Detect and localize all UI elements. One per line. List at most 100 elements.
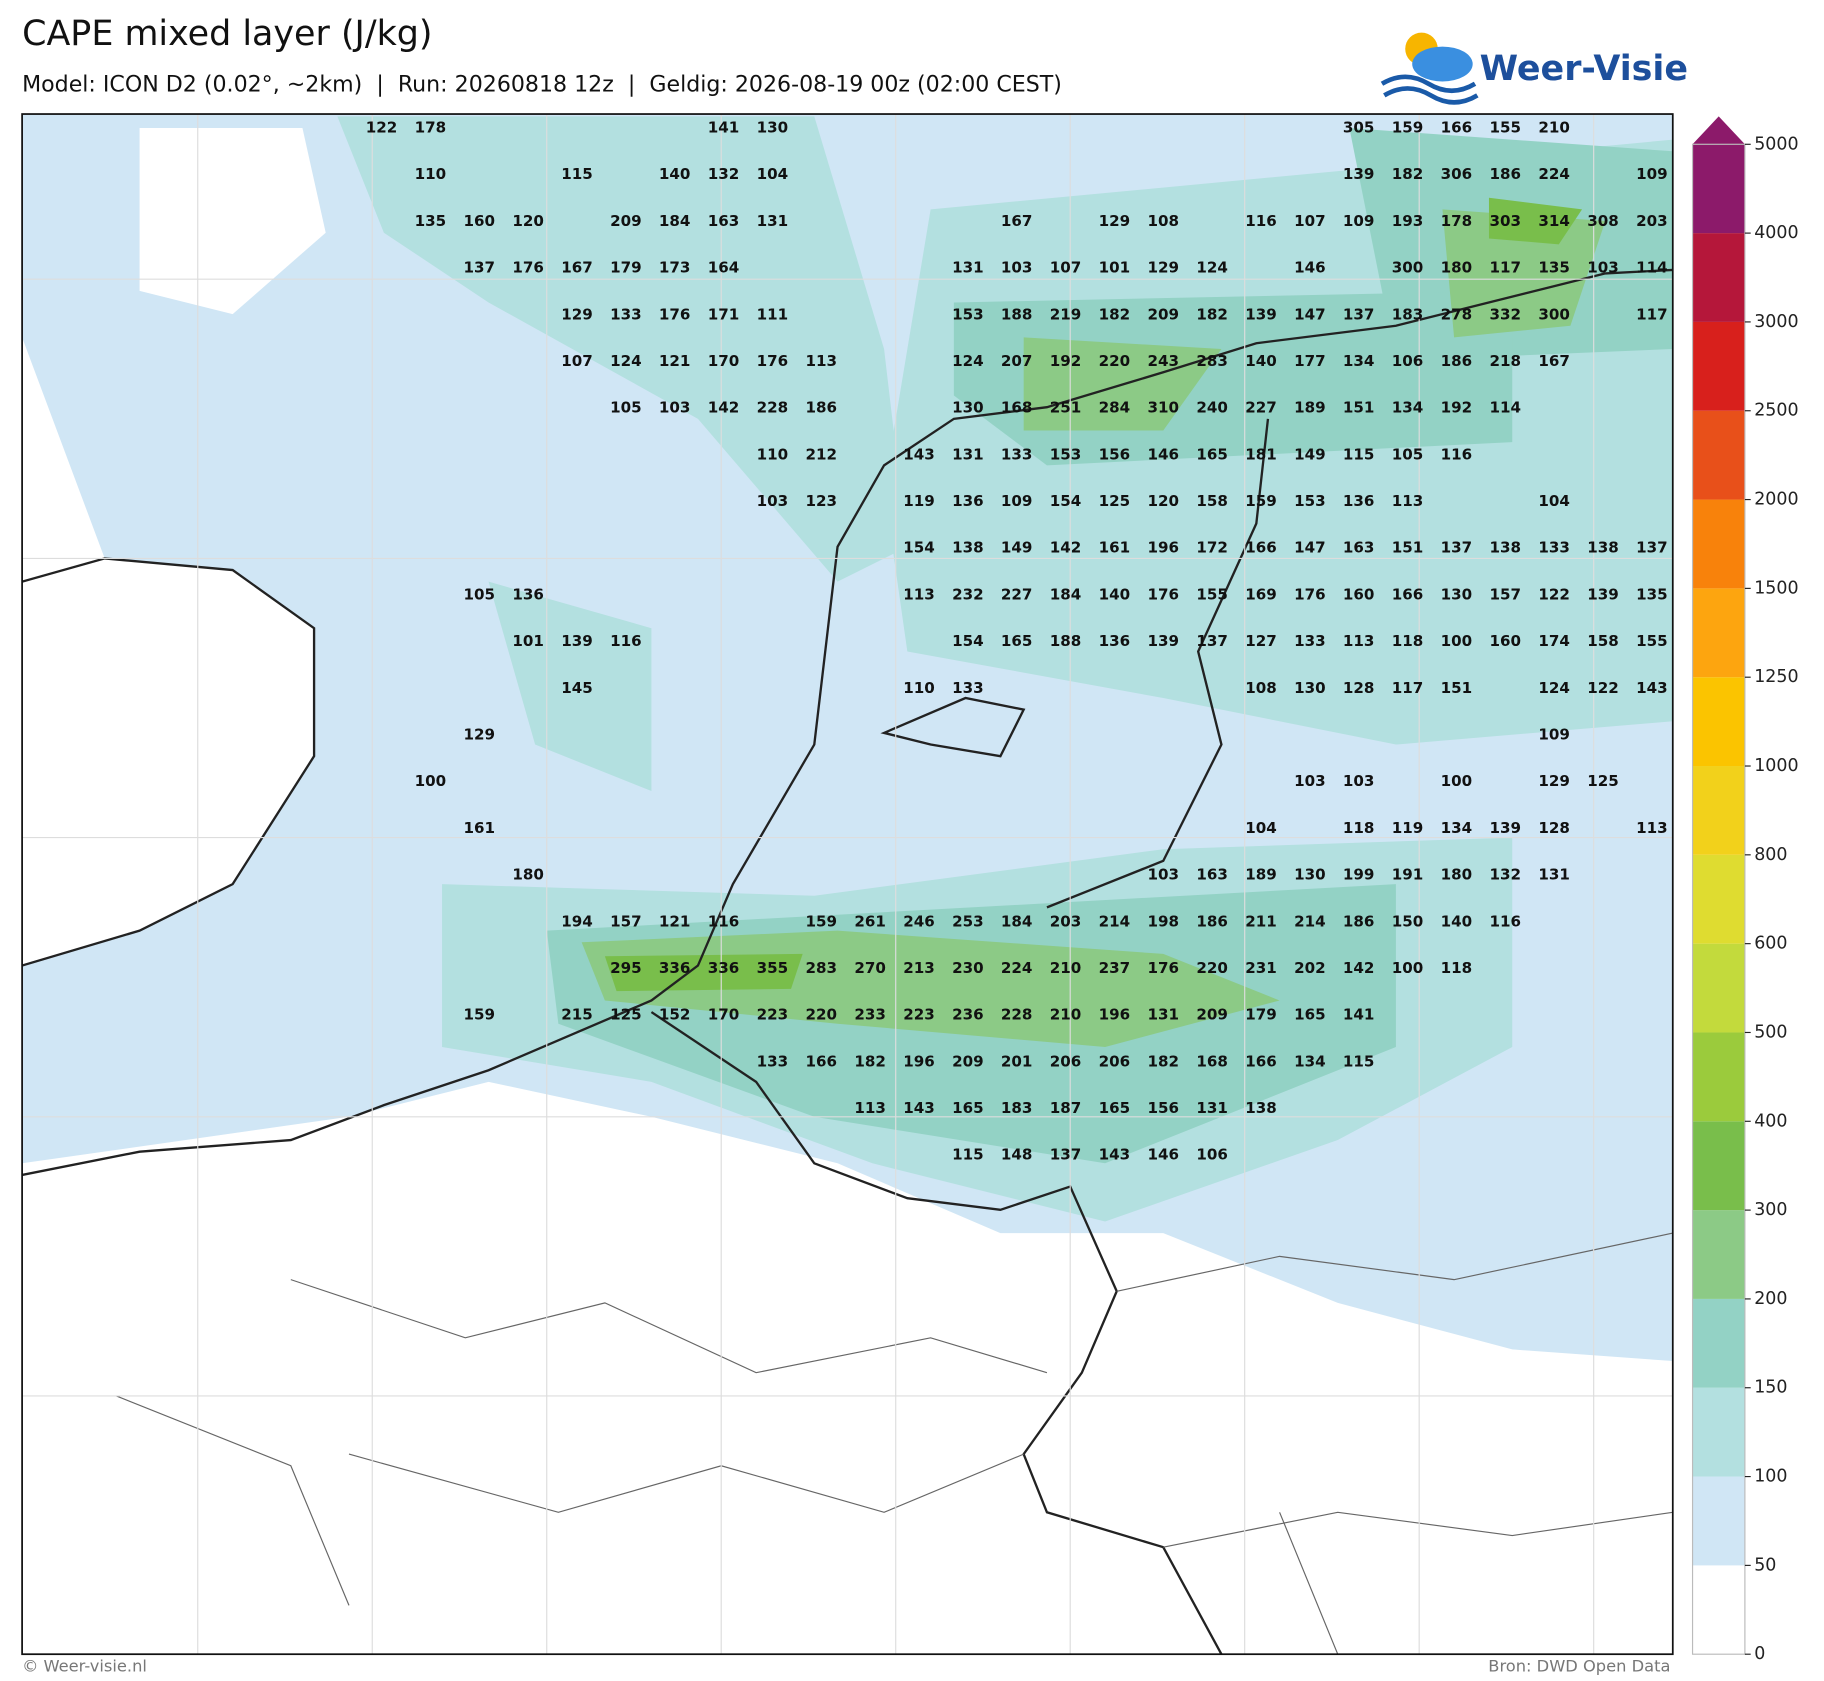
colorbar-tick-label: 1250 bbox=[1754, 667, 1798, 687]
cape-label: 214 bbox=[1294, 912, 1326, 930]
cape-label: 209 bbox=[952, 1052, 984, 1070]
cape-label: 150 bbox=[1392, 912, 1424, 930]
colorbar-tick-label: 5000 bbox=[1754, 134, 1798, 154]
cape-label: 113 bbox=[805, 352, 837, 370]
cape-label: 101 bbox=[1099, 259, 1131, 277]
cape-label: 143 bbox=[903, 445, 935, 463]
cape-label: 125 bbox=[1587, 772, 1619, 790]
cape-label: 148 bbox=[1001, 1146, 1033, 1164]
cape-label: 141 bbox=[708, 119, 740, 137]
cape-label: 138 bbox=[1245, 1099, 1277, 1117]
cape-label: 160 bbox=[1489, 632, 1521, 650]
cape-label: 143 bbox=[1099, 1146, 1131, 1164]
field-100 bbox=[488, 581, 652, 792]
cape-label: 284 bbox=[1099, 399, 1131, 417]
cape-label: 198 bbox=[1147, 912, 1179, 930]
cape-label: 177 bbox=[1294, 352, 1326, 370]
colorbar-tick-label: 300 bbox=[1754, 1200, 1787, 1220]
colorbar-segment bbox=[1692, 1476, 1745, 1566]
cape-label: 183 bbox=[1001, 1099, 1033, 1117]
cape-label: 137 bbox=[463, 259, 495, 277]
cape-label: 211 bbox=[1245, 912, 1277, 930]
cape-label: 138 bbox=[952, 539, 984, 557]
cape-label: 110 bbox=[415, 165, 447, 183]
cape-label: 132 bbox=[708, 165, 740, 183]
cape-label: 182 bbox=[1392, 165, 1424, 183]
cape-label: 300 bbox=[1392, 259, 1424, 277]
cape-label: 161 bbox=[463, 819, 495, 837]
title: CAPE mixed layer (J/kg) bbox=[22, 14, 432, 54]
cape-label: 215 bbox=[561, 1006, 593, 1024]
cape-label: 134 bbox=[1343, 352, 1375, 370]
cape-labels: 122 178 141 130 305 159 166 155 210 110 115 140 132 1… bbox=[366, 119, 1668, 1164]
field-300 bbox=[604, 953, 803, 992]
colorbar-tick-label: 50 bbox=[1754, 1555, 1776, 1575]
cape-label: 100 bbox=[415, 772, 447, 790]
cape-label: 194 bbox=[561, 912, 593, 930]
cape-label: 188 bbox=[1050, 632, 1082, 650]
cape-label: 187 bbox=[1050, 1099, 1082, 1117]
cape-label: 199 bbox=[1343, 866, 1375, 884]
colorbar-segment bbox=[1692, 233, 1745, 322]
cape-label: 202 bbox=[1294, 959, 1326, 977]
cape-label: 295 bbox=[610, 959, 642, 977]
cape-label: 138 bbox=[1587, 539, 1619, 557]
colorbar-frame bbox=[1691, 143, 1746, 1655]
footer-right: Bron: DWD Open Data bbox=[1488, 1657, 1670, 1676]
cape-label: 230 bbox=[952, 959, 984, 977]
cape-label: 203 bbox=[1636, 212, 1668, 230]
cape-label: 116 bbox=[1245, 212, 1277, 230]
cape-label: 227 bbox=[1001, 585, 1033, 603]
cape-label: 155 bbox=[1636, 632, 1668, 650]
cape-label: 124 bbox=[610, 352, 642, 370]
colorbar-tick-label: 3000 bbox=[1754, 312, 1798, 332]
cape-label: 136 bbox=[512, 585, 544, 603]
cape-label: 147 bbox=[1294, 305, 1326, 323]
colorbar-tick-label: 400 bbox=[1754, 1111, 1787, 1131]
cape-label: 236 bbox=[952, 1006, 984, 1024]
cape-label: 110 bbox=[757, 445, 789, 463]
cape-label: 165 bbox=[952, 1099, 984, 1117]
cape-label: 140 bbox=[1441, 912, 1473, 930]
cape-label: 114 bbox=[1489, 399, 1521, 417]
cape-label: 196 bbox=[1099, 1006, 1131, 1024]
cape-label: 103 bbox=[1343, 772, 1375, 790]
cape-label: 105 bbox=[1392, 445, 1424, 463]
cape-label: 166 bbox=[1245, 1052, 1277, 1070]
cape-label: 186 bbox=[1343, 912, 1375, 930]
england-land bbox=[22, 337, 315, 966]
cape-label: 101 bbox=[512, 632, 544, 650]
cape-label: 163 bbox=[1343, 539, 1375, 557]
cape-label: 129 bbox=[561, 305, 593, 323]
cape-label: 155 bbox=[1489, 119, 1521, 137]
cape-label: 107 bbox=[561, 352, 593, 370]
colorbar-tick-label: 800 bbox=[1754, 845, 1787, 865]
cape-label: 156 bbox=[1147, 1099, 1179, 1117]
cape-label: 129 bbox=[1538, 772, 1570, 790]
cape-label: 116 bbox=[1441, 445, 1473, 463]
cape-label: 104 bbox=[1538, 492, 1570, 510]
cape-label: 182 bbox=[1099, 305, 1131, 323]
cape-label: 213 bbox=[903, 959, 935, 977]
logo-waves bbox=[1380, 74, 1479, 105]
colorbar-tick-label: 500 bbox=[1754, 1022, 1787, 1042]
cape-label: 170 bbox=[708, 352, 740, 370]
colorbar-tick-label: 1000 bbox=[1754, 756, 1798, 776]
cape-label: 283 bbox=[1196, 352, 1228, 370]
field-300 bbox=[1488, 197, 1583, 245]
cape-label: 191 bbox=[1392, 866, 1424, 884]
cape-label: 131 bbox=[757, 212, 789, 230]
cape-label: 105 bbox=[463, 585, 495, 603]
coast-continent bbox=[22, 268, 1673, 1177]
cape-label: 189 bbox=[1294, 399, 1326, 417]
cape-label: 168 bbox=[1001, 399, 1033, 417]
cape-label: 135 bbox=[1636, 585, 1668, 603]
cape-label: 170 bbox=[708, 1006, 740, 1024]
cape-label: 176 bbox=[1147, 585, 1179, 603]
cape-label: 133 bbox=[1001, 445, 1033, 463]
cape-label: 110 bbox=[903, 679, 935, 697]
cape-label: 134 bbox=[1294, 1052, 1326, 1070]
cape-label: 180 bbox=[1441, 866, 1473, 884]
cape-label: 109 bbox=[1538, 726, 1570, 744]
cape-label: 139 bbox=[561, 632, 593, 650]
